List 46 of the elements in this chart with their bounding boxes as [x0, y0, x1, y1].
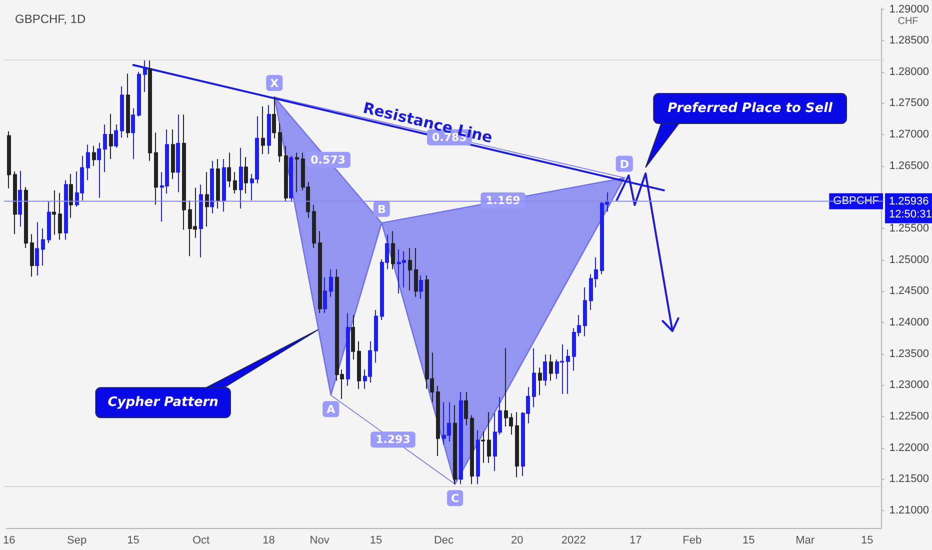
- x-tick-label: Oct: [192, 534, 210, 546]
- x-tick-label: Sep: [67, 534, 87, 546]
- data-label: C: [451, 492, 460, 506]
- x-tick-label: 15: [861, 534, 874, 546]
- x-tick-label: 15: [127, 534, 140, 546]
- x-tick-label: 15: [742, 534, 755, 546]
- y-tick-label: 1.24500: [889, 285, 930, 298]
- chart-title: GBPCHF, 1D: [15, 12, 86, 26]
- x-tick-label: Mar: [796, 534, 815, 546]
- x-tick-label: 17: [630, 534, 642, 546]
- text: CHF: [898, 16, 918, 27]
- text: 12:50:31: [889, 208, 932, 221]
- x-tick-label: 16: [2, 534, 16, 546]
- data-label: B: [377, 202, 386, 216]
- y-tick-label: 1.29000: [889, 3, 930, 16]
- annotation: 1.293: [376, 433, 410, 446]
- y-tick-label: 1.25000: [889, 254, 930, 266]
- y-tick-label: 1.21500: [889, 473, 930, 486]
- x-tick-label: 2022: [561, 534, 586, 546]
- annotation: Preferred Place to Sell: [668, 100, 834, 116]
- y-tick-label: 1.24000: [889, 316, 930, 329]
- y-tick-label: 1.21000: [889, 504, 930, 516]
- x-tick-label: Feb: [682, 534, 702, 546]
- annotation: Cypher Pattern: [108, 395, 218, 410]
- ref-line-label: 1.25936: [889, 196, 929, 208]
- x-tick-label: Nov: [310, 534, 330, 546]
- annotation: 1.169: [486, 194, 520, 207]
- y-tick-label: 1.23000: [889, 379, 930, 392]
- y-tick-label: 1.28500: [889, 34, 930, 47]
- x-tick-label: Dec: [434, 534, 454, 546]
- data-label: X: [270, 76, 280, 90]
- x-tick-label: 20: [511, 534, 524, 546]
- y-tick-label: 1.26500: [889, 160, 930, 172]
- y-tick-label: 1.23500: [889, 348, 930, 360]
- y-tick-label: 1.25500: [889, 222, 930, 235]
- y-tick-label: 1.22500: [889, 410, 930, 422]
- annotation: GBPCHF: [833, 195, 880, 208]
- x-tick-label: 18: [262, 534, 275, 546]
- x-tick-label: 15: [370, 534, 382, 546]
- y-tick-label: 1.27500: [889, 97, 930, 110]
- y-tick-label: 1.28000: [889, 66, 930, 78]
- annotation: 0.573: [310, 153, 346, 166]
- data-label: D: [620, 158, 629, 171]
- y-tick-label: 1.22000: [889, 442, 930, 454]
- y-tick-label: 1.27000: [889, 128, 930, 141]
- data-label: A: [326, 403, 336, 416]
